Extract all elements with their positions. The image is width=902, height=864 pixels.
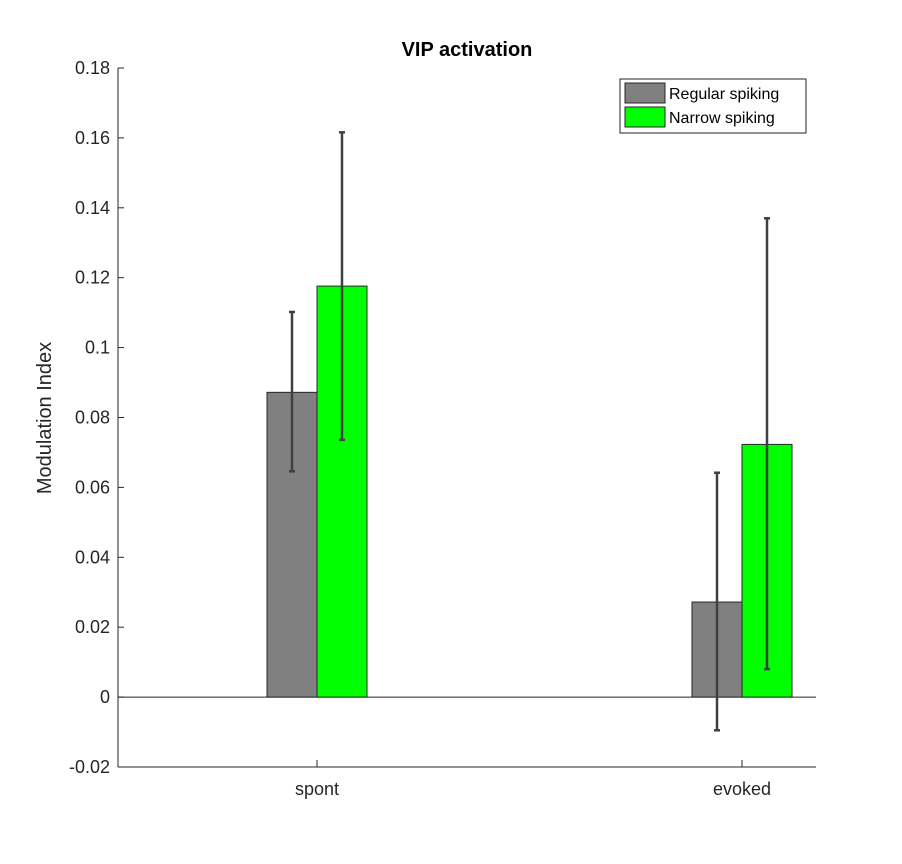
- y-tick-label: -0.02: [69, 757, 110, 777]
- y-tick-label: 0.1: [85, 338, 110, 358]
- legend: Regular spiking Narrow spiking: [619, 78, 807, 134]
- y-tick-label: 0.02: [75, 617, 110, 637]
- y-tick-label: 0.04: [75, 547, 110, 567]
- y-tick-label: 0.16: [75, 128, 110, 148]
- y-tick-label: 0.12: [75, 268, 110, 288]
- y-tick-label: 0.06: [75, 477, 110, 497]
- y-tick-label: 0.18: [75, 58, 110, 78]
- legend-label: Narrow spiking: [669, 110, 775, 127]
- x-tick-label: evoked: [713, 779, 771, 799]
- y-axis-title: Modulation Index: [34, 342, 56, 494]
- legend-label: Regular spiking: [669, 86, 779, 103]
- x-tick-label: spont: [295, 779, 339, 799]
- legend-swatch: [624, 106, 666, 128]
- chart-title: VIP activation: [402, 39, 533, 61]
- plot-area: -0.02 0 0.02 0.04 0.06 0.08 0.1 0.12 0.14 0.16 0.1…: [69, 58, 816, 799]
- legend-swatch: [624, 82, 666, 104]
- y-tick-label: 0: [100, 687, 110, 707]
- y-tick-label: 0.14: [75, 198, 110, 218]
- y-tick-label: 0.08: [75, 408, 110, 428]
